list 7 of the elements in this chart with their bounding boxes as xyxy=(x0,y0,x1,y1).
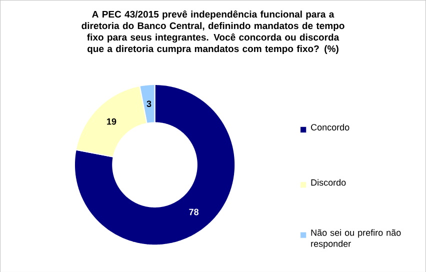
data-label: 19 xyxy=(107,118,116,125)
data-label: 78 xyxy=(189,208,199,215)
legend-label: Não sei ou prefiro não responder xyxy=(311,229,401,248)
legend-label: Discordo xyxy=(311,178,346,186)
data-label: 3 xyxy=(146,100,152,107)
chart-title: A PEC 43/2015 prevê independência funcional para a diretoria do Banco Central, definindo mandatos de tempo fixo para seus integrantes. Você concorda ou discorda que a diretoria cumpra mandatos com tempo fixo? (%) xyxy=(82,10,344,54)
legend-label: Concordo xyxy=(311,124,350,130)
